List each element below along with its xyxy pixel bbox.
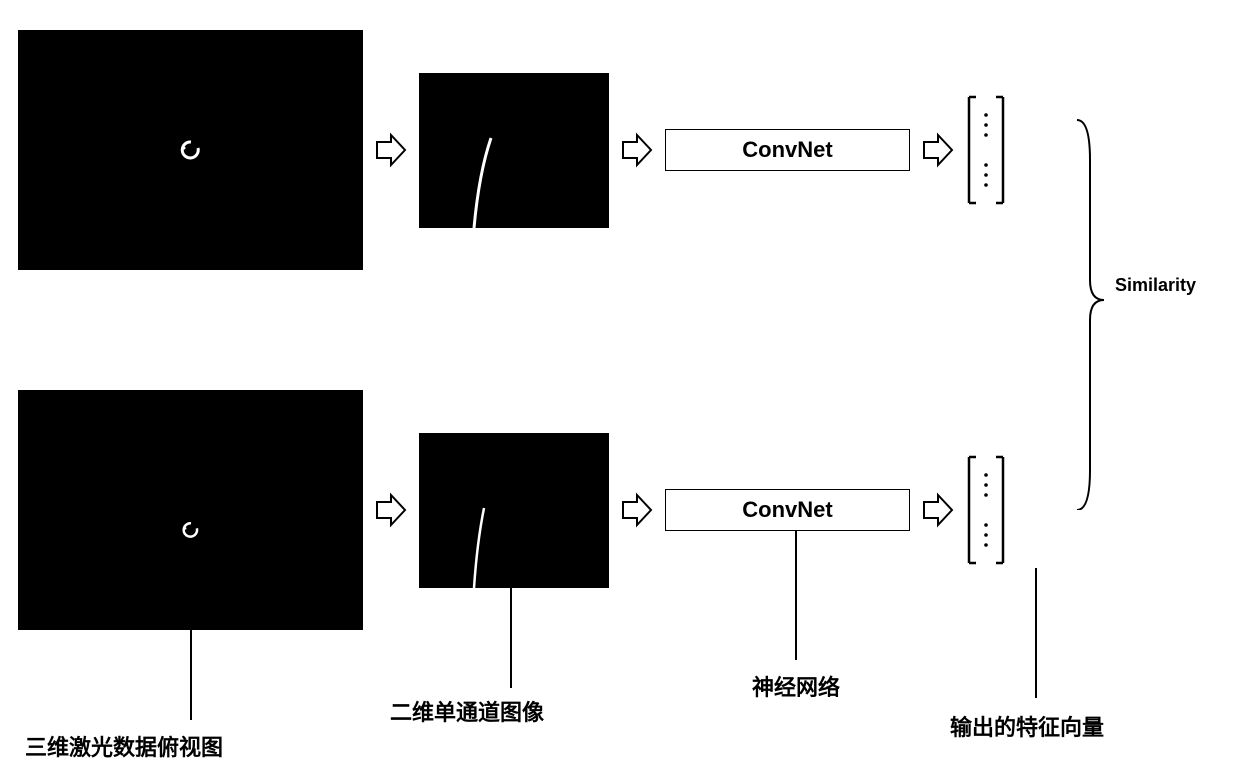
arrow-icon xyxy=(621,492,653,528)
lidar-view-box-1 xyxy=(18,30,363,270)
feature-vector-2 xyxy=(966,455,1006,565)
callout-nn-label: 神经网络 xyxy=(752,670,840,702)
callout-line-icon xyxy=(510,588,512,688)
convnet-box-2: ConvNet xyxy=(665,489,910,531)
arrow-icon xyxy=(922,132,954,168)
arrow-icon xyxy=(375,492,407,528)
callout-lidar-label: 三维激光数据俯视图 xyxy=(25,730,223,762)
ring-mark-icon xyxy=(176,138,206,162)
convnet-box-1: ConvNet xyxy=(665,129,910,171)
arrow-icon xyxy=(621,132,653,168)
convnet-label: ConvNet xyxy=(742,497,832,523)
image-2d-box-2 xyxy=(419,433,609,588)
similarity-label: Similarity xyxy=(1115,275,1196,296)
image-2d-box-1 xyxy=(419,73,609,228)
feature-vector-1 xyxy=(966,95,1006,205)
pipeline-row-1: ConvNet xyxy=(18,30,1006,270)
arrow-icon xyxy=(922,492,954,528)
arrow-icon xyxy=(375,132,407,168)
callout-vector-label: 输出的特征向量 xyxy=(950,710,1104,742)
convnet-label: ConvNet xyxy=(742,137,832,163)
callout-line-icon xyxy=(795,530,797,660)
pipeline-row-2: ConvNet xyxy=(18,390,1006,630)
similarity-brace xyxy=(1072,90,1112,490)
callout-line-icon xyxy=(190,630,192,720)
callout-line-icon xyxy=(1035,568,1037,698)
lidar-view-box-2 xyxy=(18,390,363,630)
callout-2d-label: 二维单通道图像 xyxy=(390,695,544,727)
ring-mark-icon xyxy=(178,520,204,540)
